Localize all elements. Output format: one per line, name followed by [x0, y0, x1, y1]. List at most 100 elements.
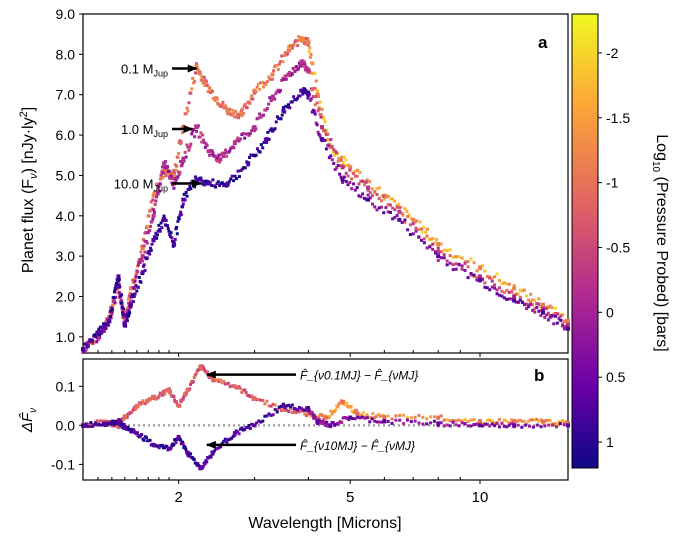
data-point: [512, 286, 517, 291]
data-point: [220, 441, 224, 445]
data-point: [148, 246, 152, 250]
data-point: [454, 419, 458, 423]
data-point: [181, 125, 186, 129]
data-point: [183, 150, 187, 154]
data-point: [498, 286, 502, 290]
data-point: [194, 129, 198, 133]
data-point: [292, 406, 296, 410]
data-point: [177, 173, 181, 177]
data-point: [421, 415, 425, 419]
data-point: [174, 441, 178, 445]
data-point: [117, 277, 121, 281]
data-point: [160, 393, 164, 397]
data-point: [561, 313, 565, 317]
data-point: [507, 297, 511, 301]
data-point: [179, 399, 183, 403]
data-point: [330, 412, 334, 416]
colorbar-ticks: -2 -1.5 -1 -0.5 0 0.5 1: [598, 45, 630, 450]
data-point: [439, 250, 443, 254]
data-point: [317, 416, 321, 420]
data-point: [235, 177, 239, 181]
data-point: [240, 390, 244, 394]
data-point: [193, 79, 197, 83]
data-point: [564, 319, 568, 323]
data-point: [152, 208, 156, 212]
data-point: [547, 423, 551, 427]
data-point: [362, 183, 366, 187]
series-3: [81, 87, 570, 353]
data-point: [184, 112, 188, 116]
data-point: [282, 78, 286, 82]
data-point: [302, 36, 306, 40]
data-point: [527, 305, 531, 309]
data-point: [175, 232, 179, 236]
data-point: [543, 424, 547, 428]
data-point: [181, 442, 185, 446]
data-point: [296, 44, 300, 48]
data-point: [276, 88, 280, 92]
data-point: [111, 303, 115, 307]
data-point: [338, 172, 342, 176]
data-point: [151, 238, 156, 242]
data-point: [279, 60, 283, 64]
data-point: [485, 422, 489, 426]
data-point: [217, 153, 221, 157]
data-point: [518, 418, 522, 422]
data-point: [257, 419, 261, 423]
data-point: [559, 314, 563, 318]
data-point: [303, 408, 307, 412]
data-point: [167, 169, 171, 173]
data-point: [102, 322, 106, 326]
data-point: [361, 179, 365, 183]
data-point: [140, 270, 145, 275]
data-point: [179, 142, 183, 146]
data-point: [328, 415, 332, 419]
data-point: [267, 75, 271, 79]
data-point: [480, 422, 484, 426]
data-point: [454, 423, 458, 427]
data-point: [318, 100, 322, 104]
data-point: [469, 257, 473, 261]
data-point: [247, 424, 251, 428]
data-point: [243, 388, 247, 392]
data-point: [116, 426, 120, 430]
data-point: [121, 311, 125, 315]
data-point: [336, 159, 340, 163]
data-point: [135, 272, 139, 276]
data-point: [232, 431, 237, 436]
data-point: [386, 210, 390, 214]
data-point: [297, 35, 301, 39]
data-point: [248, 155, 252, 159]
data-point: [335, 166, 339, 170]
data-point: [302, 64, 306, 68]
data-point: [525, 294, 529, 298]
data-point: [287, 403, 291, 407]
data-point: [206, 90, 210, 94]
data-point: [353, 169, 357, 173]
data-point: [270, 77, 274, 81]
data-point: [259, 420, 263, 424]
data-point: [493, 283, 497, 287]
data-point: [274, 91, 278, 95]
data-point: [259, 398, 263, 402]
data-point: [358, 170, 362, 174]
data-point: [122, 415, 127, 420]
data-point: [271, 413, 275, 417]
data-point: [200, 140, 204, 144]
data-point: [219, 445, 223, 449]
data-point: [140, 254, 145, 259]
data-point: [184, 155, 188, 159]
data-point: [94, 422, 98, 426]
data-point: [121, 313, 125, 317]
data-point: [216, 378, 220, 382]
data-point: [283, 74, 287, 78]
data-point: [303, 62, 307, 66]
data-point: [417, 235, 421, 239]
data-point: [269, 404, 273, 408]
data-point: [394, 414, 398, 418]
data-point: [432, 419, 436, 423]
data-point: [292, 95, 296, 99]
data-point: [225, 181, 230, 186]
data-point: [181, 161, 185, 165]
data-point: [490, 276, 494, 280]
